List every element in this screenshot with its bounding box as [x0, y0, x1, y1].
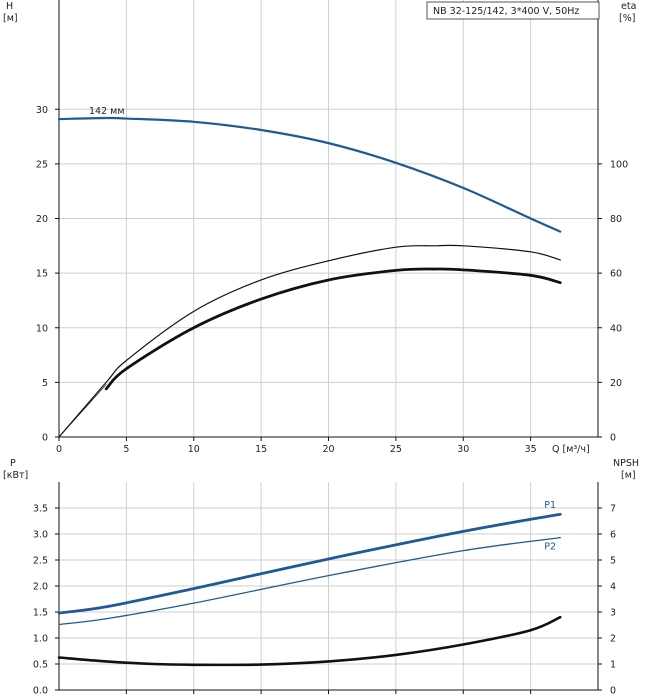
bottom-left-tick-label: 1.5 — [33, 608, 48, 619]
top-right-tick-label: 0 — [610, 433, 616, 444]
top-right-tick-label: 20 — [610, 378, 622, 389]
top-right-tick-label: 60 — [610, 269, 622, 280]
power-curve-p2 — [58, 536, 561, 626]
series-label-142-мм: 142 мм — [89, 106, 125, 117]
top-left-tick-label: 30 — [36, 105, 48, 116]
chart-title: NB 32-125/142, 3*400 V, 50Hz — [433, 6, 579, 17]
x-tick-label: 25 — [390, 444, 402, 455]
x-tick-label: 30 — [457, 444, 469, 455]
bottom-right-tick-label: 1 — [610, 660, 616, 671]
x-tick-label: 15 — [255, 444, 267, 455]
bottom-right-tick-label: 4 — [610, 582, 616, 593]
efficiency-curve-total — [104, 267, 562, 391]
grid-layer — [59, 0, 598, 690]
bottom-left-tick-label: 2.5 — [33, 556, 48, 567]
top-left-tick-label: 15 — [36, 269, 48, 280]
bottom-right-axis-label: NPSH — [613, 458, 639, 469]
x-tick-label: 0 — [56, 444, 62, 455]
bottom-right-tick-label: 0 — [610, 686, 616, 697]
bottom-left-tick-label: 3.5 — [33, 504, 48, 515]
series-label-P1: P1 — [544, 500, 556, 511]
bottom-left-tick-label: 0.0 — [33, 686, 48, 697]
x-axis-label: Q [м³/ч] — [552, 444, 590, 455]
bottom-right-tick-label: 2 — [610, 634, 616, 645]
x-tick-label: 35 — [525, 444, 537, 455]
efficiency-curve-lowflow — [58, 384, 107, 438]
top-left-tick-label: 0 — [42, 433, 48, 444]
top-right-tick-label: 100 — [610, 159, 628, 170]
bottom-left-tick-label: 2.0 — [33, 582, 48, 593]
frame-layer — [55, 0, 602, 694]
bottom-left-axis-label: P — [10, 458, 16, 469]
bottom-left-tick-label: 3.0 — [33, 530, 48, 541]
bottom-right-tick-label: 6 — [610, 530, 616, 541]
bottom-left-tick-label: 0.5 — [33, 660, 48, 671]
power-curve-p1 — [57, 512, 562, 615]
top-left-axis-unit: [м] — [3, 13, 18, 24]
bottom-right-tick-label: 5 — [610, 556, 616, 567]
top-left-axis-label: H — [6, 1, 13, 12]
series-layer — [57, 116, 562, 667]
top-left-tick-label: 10 — [36, 323, 48, 334]
top-left-tick-label: 20 — [36, 214, 48, 225]
x-tick-label: 10 — [188, 444, 200, 455]
npsh-curve — [57, 615, 562, 667]
chart-title-box: NB 32-125/142, 3*400 V, 50Hz — [426, 1, 600, 20]
bottom-left-axis-unit: [кВт] — [3, 470, 28, 481]
top-left-tick-label: 5 — [42, 378, 48, 389]
head-curve-142mm — [57, 116, 562, 233]
top-right-tick-label: 40 — [610, 323, 622, 334]
efficiency-curve-hydraulic — [58, 244, 561, 438]
x-tick-label: 20 — [322, 444, 334, 455]
x-tick-label: 5 — [123, 444, 129, 455]
top-right-axis-unit: [%] — [619, 13, 635, 24]
bottom-left-tick-label: 1.0 — [33, 634, 48, 645]
bottom-right-tick-label: 3 — [610, 608, 616, 619]
bottom-right-tick-label: 7 — [610, 504, 616, 515]
top-right-tick-label: 80 — [610, 214, 622, 225]
bottom-right-axis-unit: [м] — [621, 470, 636, 481]
top-left-tick-label: 25 — [36, 159, 48, 170]
top-right-axis-label: eta — [621, 1, 636, 12]
series-label-P2: P2 — [544, 542, 556, 553]
